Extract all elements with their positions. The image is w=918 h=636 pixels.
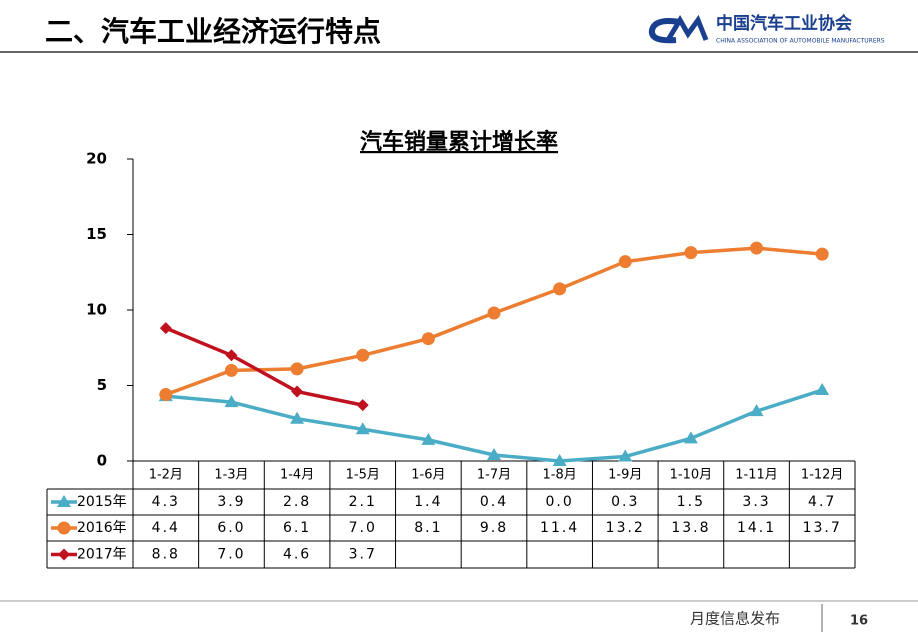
legend-label: 2016年 [77,520,127,536]
logo-c [648,18,681,44]
x-tick-label: 1-12月 [801,468,844,483]
table-value: 4.7 [808,494,836,510]
x-tick-label: 1-2月 [149,468,183,483]
data-point [487,306,501,320]
legend-marker [57,521,71,535]
data-point [159,322,172,335]
x-tick-label: 1-11月 [735,468,778,483]
data-point [815,247,829,261]
table-value: 6.0 [217,520,245,536]
data-point [355,422,370,435]
table-value: 7.0 [349,520,377,536]
y-tick-label: 15 [86,225,107,243]
table-value: 13.2 [606,520,645,536]
data-point [749,404,764,417]
data-point [159,388,173,402]
table-value: 7.0 [217,547,245,563]
y-tick-label: 20 [86,150,107,168]
table-value: 4.6 [283,547,311,563]
table-value: 0.4 [480,494,508,510]
table-value: 0.0 [546,494,574,510]
x-tick-label: 1-7月 [477,468,511,483]
page-number: 16 [850,614,868,629]
data-point [815,383,830,396]
table-value: 9.8 [480,520,508,536]
data-point [750,241,764,255]
data-point [618,449,633,462]
data-point [356,348,370,362]
table-value: 13.8 [671,520,710,536]
table-value: 11.4 [540,520,579,536]
table-value: 14.1 [737,520,776,536]
table-value: 2.1 [349,494,377,510]
x-tick-label: 1-3月 [214,468,248,483]
y-tick-label: 0 [97,452,107,470]
legend-marker [58,548,70,561]
org-name-en: CHINA ASSOCIATION OF AUTOMOBILE MANUFACT… [716,38,885,45]
data-point [683,431,698,444]
data-point [291,385,304,398]
data-point [290,362,304,376]
x-tick-label: 1-10月 [670,468,713,483]
data-point [421,332,435,346]
org-name: 中国汽车工业协会 [716,13,852,34]
table-value: 3.7 [349,547,377,563]
table-value: 2.8 [283,494,311,510]
logo [648,14,709,44]
table-value: 8.8 [152,547,180,563]
data-point [552,454,567,466]
data-point [421,432,436,445]
logo-m [665,14,709,42]
table-value: 8.1 [414,520,442,536]
table-value: 3.9 [217,494,245,510]
table-value: 3.3 [742,494,770,510]
x-tick-label: 1-9月 [608,468,642,483]
table-value: 4.4 [152,520,180,536]
x-tick-label: 1-8月 [543,468,577,483]
chart-title: 汽车销量累计增长率 [360,129,558,155]
series-line [165,326,364,407]
table-value: 1.5 [677,494,705,510]
data-point [224,395,239,408]
data-point [487,447,501,460]
data-point [356,399,369,412]
data-point [290,411,305,424]
data-point [224,363,238,377]
data-point [553,282,567,296]
data-point [225,349,238,362]
footer-label: 月度信息发布 [690,610,780,628]
table-value: 6.1 [283,520,311,536]
table-value: 13.7 [803,520,842,536]
y-tick-label: 5 [97,376,107,394]
slide-title: 二、汽车工业经济运行特点 [45,15,381,48]
table-value: 4.3 [152,494,180,510]
data-point [618,255,632,269]
table-value: 1.4 [414,494,442,510]
table-value: 0.3 [611,494,639,510]
x-tick-label: 1-4月 [280,468,314,483]
x-tick-label: 1-6月 [411,468,445,483]
legend-label: 2017年 [77,547,127,563]
y-tick-label: 10 [86,301,107,319]
x-tick-label: 1-5月 [346,468,380,483]
data-point [684,246,698,260]
legend-label: 2015年 [77,494,127,510]
legend-marker [57,495,71,507]
